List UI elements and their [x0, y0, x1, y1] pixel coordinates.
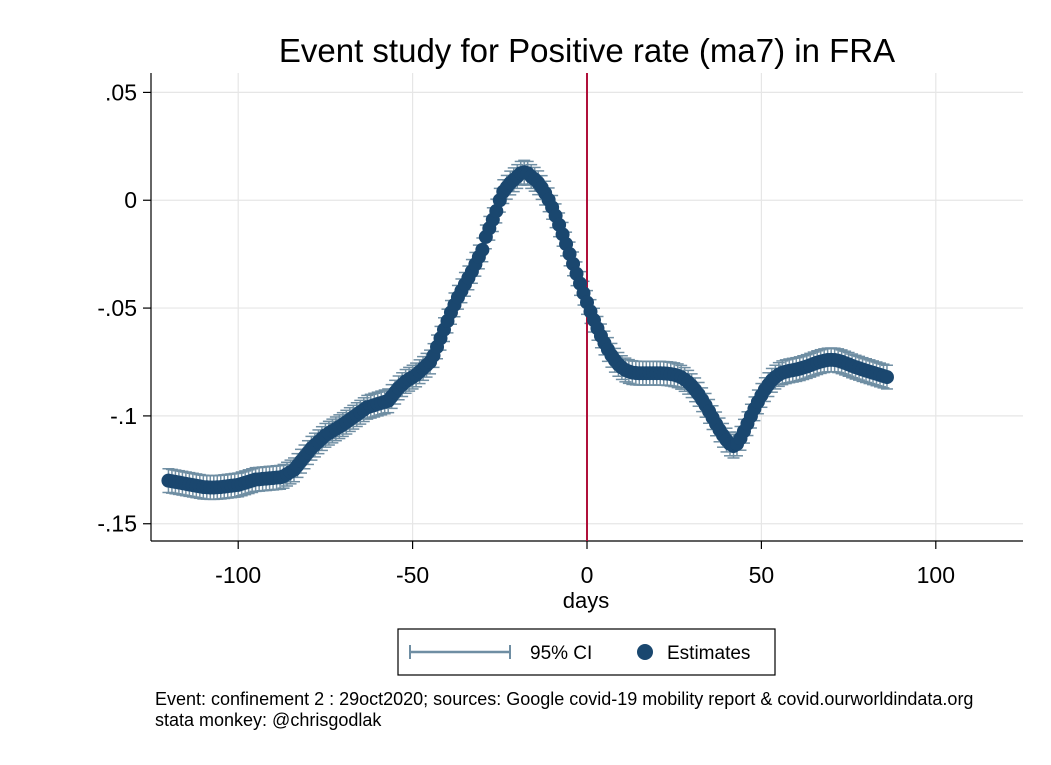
y-tick-label: .05	[105, 79, 137, 105]
x-axis-label: days	[563, 588, 609, 613]
y-tick-label: -.15	[97, 511, 137, 537]
x-tick-label: 0	[581, 562, 594, 588]
y-tick-label: 0	[124, 187, 137, 213]
x-ticks: -100 -50 0 50 100	[215, 541, 955, 588]
chart-title: Event study for Positive rate (ma7) in F…	[279, 32, 895, 69]
legend-ci-label: 95% CI	[530, 643, 592, 664]
estimate-point	[489, 204, 504, 219]
y-ticks: .05 0 -.05 -.1 -.15	[97, 79, 151, 537]
x-tick-label: 50	[749, 562, 775, 588]
note-sources: Event: confinement 2 : 29oct2020; source…	[155, 689, 974, 709]
y-tick-label: -.05	[97, 295, 137, 321]
legend-ci-key	[409, 645, 511, 659]
estimate-point	[879, 370, 894, 385]
legend-estimates-label: Estimates	[667, 643, 750, 664]
x-tick-label: 100	[917, 562, 955, 588]
legend: 95% CI Estimates	[397, 628, 776, 676]
estimate-markers	[161, 165, 894, 495]
y-tick-label: -.1	[110, 403, 137, 429]
x-tick-label: -100	[215, 562, 261, 588]
estimate-point	[475, 242, 490, 257]
legend-estimates-marker	[637, 644, 653, 660]
x-tick-label: -50	[396, 562, 429, 588]
note-author: stata monkey: @chrisgodlak	[155, 710, 382, 730]
